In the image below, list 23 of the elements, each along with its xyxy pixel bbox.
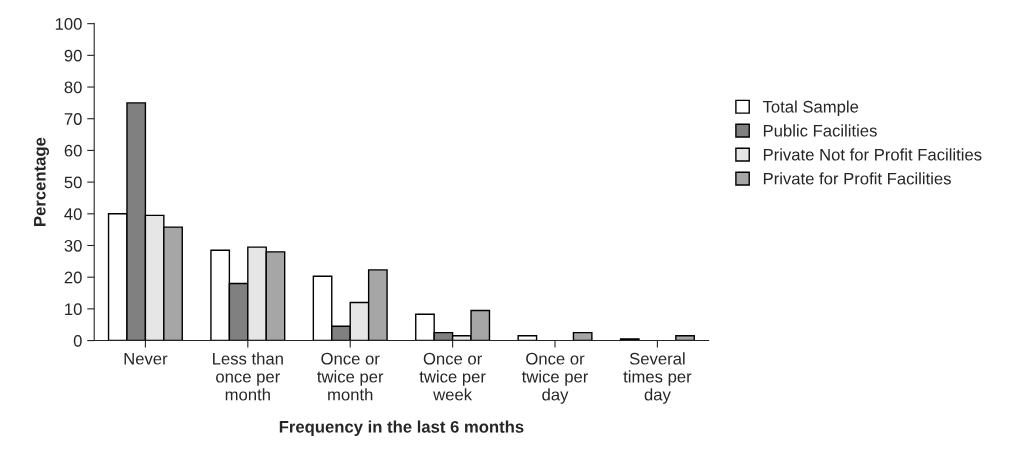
y-tick-label: 10: [65, 303, 82, 316]
x-axis-title: Frequency in the last 6 months: [279, 420, 524, 437]
x-tick-label: Once or twice per week: [419, 352, 486, 401]
legend-label: Total Sample: [762, 100, 859, 116]
y-tick-label: 70: [64, 113, 82, 125]
y-tick-label: 100: [55, 18, 82, 30]
x-tick-label: Once or twice per month: [317, 352, 384, 401]
y-tick-label: 50: [64, 176, 82, 189]
y-tick-label: 60: [64, 144, 82, 157]
x-tick-label: Several times per day: [623, 352, 692, 404]
y-tick-label: 0: [73, 334, 82, 347]
legend-label: Private Not for Profit Facilities: [763, 148, 982, 161]
x-tick-label: Never: [124, 352, 168, 365]
legend-label: Private for Profit Facilities: [763, 172, 951, 185]
y-tick-label: 40: [64, 208, 82, 220]
x-tick-label: Once or twice per day: [521, 352, 589, 404]
y-tick-label: 90: [64, 49, 82, 62]
y-tick-label: 20: [64, 271, 82, 284]
x-tick-label: Less than once per month: [213, 352, 283, 401]
y-tick-label: 80: [64, 81, 82, 94]
y-tick-label: 30: [64, 239, 82, 252]
legend-label: Public Facilities: [763, 124, 877, 137]
y-axis-title: Percentage: [34, 137, 50, 226]
